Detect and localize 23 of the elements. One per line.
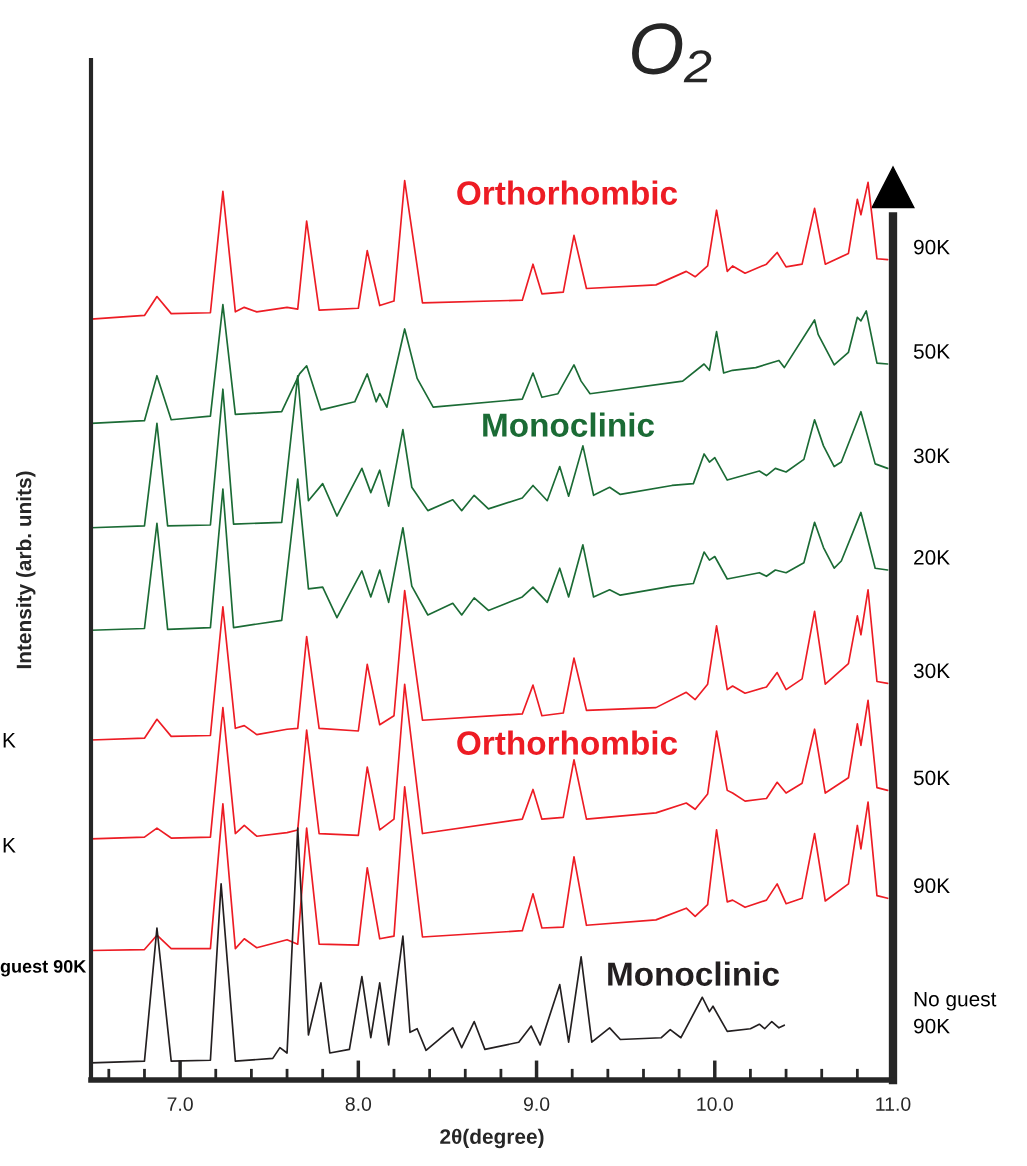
text: K [3, 838, 16, 853]
y-axis-title: Intensity (arb. units) [16, 471, 36, 669]
series-label: 20K [914, 550, 950, 565]
text: K [3, 733, 16, 748]
annotation: Monoclinic [608, 961, 780, 986]
series-label: 90K [914, 239, 950, 255]
text: No guest 90K [914, 991, 997, 1034]
series-label: 50K [913, 344, 950, 359]
x-tick-label: 8.0 [345, 1097, 372, 1111]
x-tick-label: 10.0 [697, 1097, 733, 1111]
x-tick-label: 9.0 [523, 1097, 550, 1111]
chart-title: O₂ [632, 23, 712, 83]
series-label: 90K [914, 878, 950, 894]
x-tick-label: 11.0 [876, 1097, 911, 1111]
annotation: Monoclinic [483, 412, 655, 437]
text: guest 90K [0, 959, 87, 977]
annotation: Orthorhombic [457, 180, 678, 205]
annotation: Orthorhombic [457, 730, 678, 755]
x-tick-label: 7.0 [167, 1097, 193, 1111]
x-axis-title: 2θ(degree) [440, 1128, 544, 1149]
series-label: 30K [913, 663, 950, 679]
series-label: 50K [913, 770, 950, 786]
series-label: 30K [913, 448, 950, 464]
